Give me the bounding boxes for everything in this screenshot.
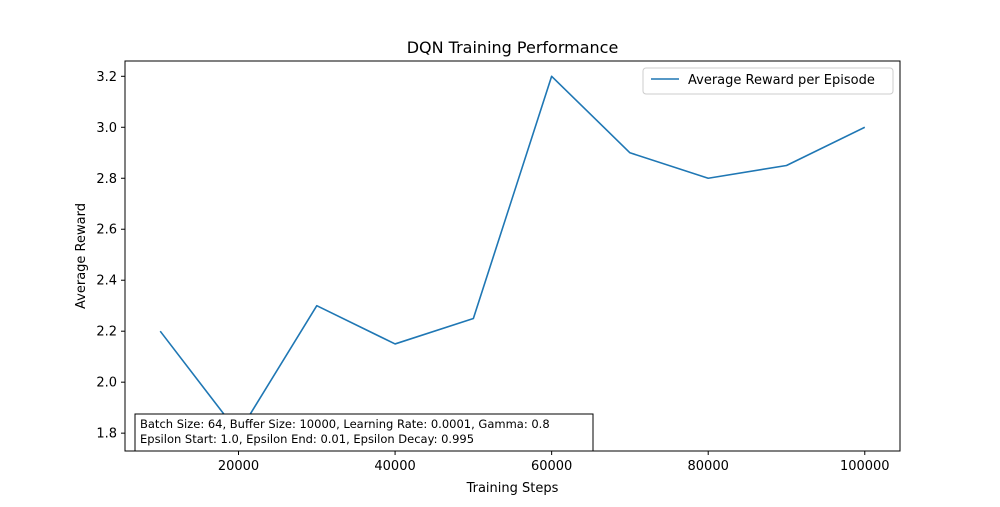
x-tick-label: 20000 xyxy=(218,459,259,474)
legend-box xyxy=(642,67,894,95)
annotation-box xyxy=(134,413,594,452)
legend: Average Reward per Episode xyxy=(642,67,894,95)
annotation-line-2: Epsilon Start: 1.0, Epsilon End: 0.01, E… xyxy=(140,432,474,446)
y-tick-label: 3.2 xyxy=(96,70,117,85)
y-axis: 1.8 2.0 2.2 2.4 2.6 2.8 3.0 3.2 xyxy=(96,70,125,442)
series-line-0 xyxy=(159,75,866,434)
parameters-annotation: Batch Size: 64, Buffer Size: 10000, Lear… xyxy=(134,413,594,452)
x-tick-label: 100000 xyxy=(840,459,890,474)
y-tick-label: 3.0 xyxy=(96,121,117,136)
y-tick-label: 2.6 xyxy=(96,223,117,238)
x-tick-label: 40000 xyxy=(374,459,415,474)
legend-label: Average Reward per Episode xyxy=(688,73,875,88)
x-axis-label: Training Steps xyxy=(466,481,559,496)
y-tick-label: 2.2 xyxy=(96,325,117,340)
chart-title: DQN Training Performance xyxy=(407,38,619,57)
x-axis: 20000 40000 60000 80000 100000 xyxy=(218,451,890,474)
y-tick-label: 2.4 xyxy=(96,274,117,289)
y-axis-label: Average Reward xyxy=(74,203,89,309)
annotation-line-1: Batch Size: 64, Buffer Size: 10000, Lear… xyxy=(140,417,550,431)
y-tick-label: 2.8 xyxy=(96,172,117,187)
x-tick-label: 80000 xyxy=(688,459,729,474)
series-layer xyxy=(159,75,866,434)
y-tick-label: 2.0 xyxy=(96,376,117,391)
y-tick-label: 1.8 xyxy=(96,427,117,442)
x-tick-label: 60000 xyxy=(531,459,572,474)
